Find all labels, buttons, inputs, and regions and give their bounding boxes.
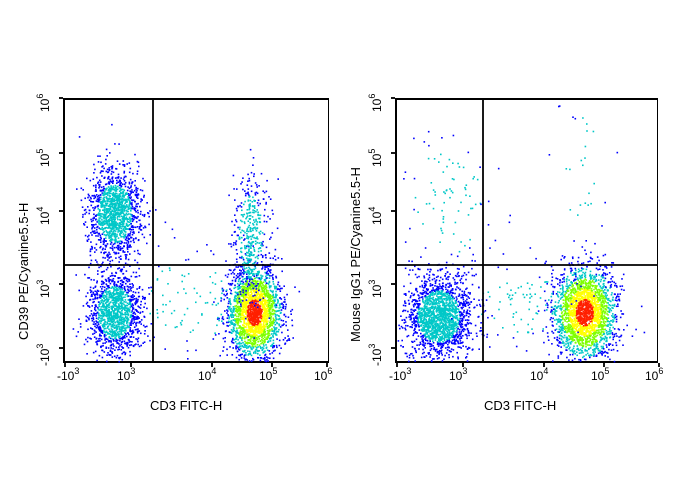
y-tick: 104 (35, 206, 52, 225)
x-tick: -103 (57, 366, 80, 383)
x-tick: 105 (591, 366, 610, 383)
scatter-points-cd39 (59, 97, 328, 367)
panel-cd39: CD39 PE/Cyanine5.5-H CD3 FITC-H -103 103… (16, 93, 333, 413)
x-tick: 103 (117, 366, 136, 383)
y-tick: 106 (35, 93, 52, 112)
x-axis-label: CD3 FITC-H (484, 398, 557, 413)
y-axis-label: Mouse IgG1 PE/Cyanine5.5-H (348, 167, 363, 342)
y-tick: 105 (367, 148, 384, 167)
y-tick: 105 (35, 148, 52, 167)
y-tick: 103 (367, 279, 384, 298)
x-tick: 106 (645, 366, 664, 383)
x-tick: 104 (530, 366, 549, 383)
x-tick: 106 (314, 366, 333, 383)
x-tick: 103 (449, 366, 468, 383)
y-tick: -103 (367, 343, 384, 366)
x-tick: 104 (198, 366, 217, 383)
x-tick: -103 (389, 366, 412, 383)
y-tick: 106 (367, 93, 384, 112)
x-axis-label: CD3 FITC-H (150, 398, 223, 413)
scatter-points-isotype (391, 97, 660, 367)
y-tick: 104 (367, 206, 384, 225)
x-tick: 105 (259, 366, 278, 383)
y-tick: 103 (35, 279, 52, 298)
y-tick: -103 (35, 343, 52, 366)
y-axis-label: CD39 PE/Cyanine5.5-H (16, 202, 31, 340)
panel-isotype: Mouse IgG1 PE/Cyanine5.5-H CD3 FITC-H -1… (332, 0, 676, 490)
